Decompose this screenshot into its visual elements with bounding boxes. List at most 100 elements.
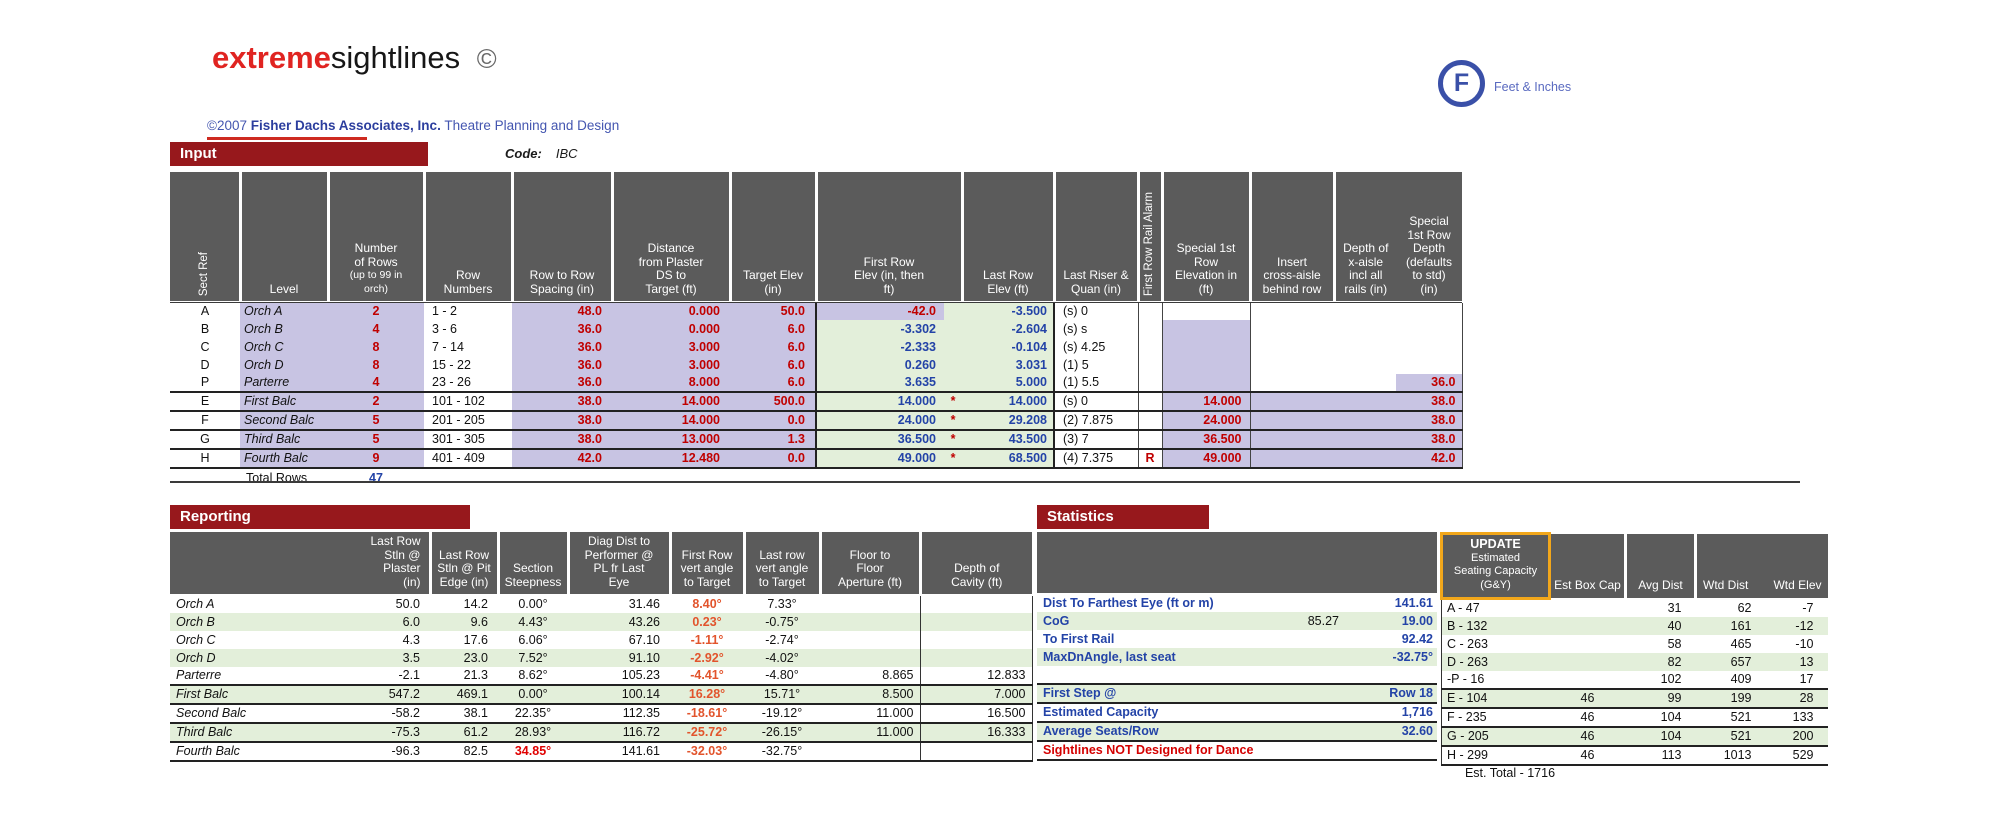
welev-cell[interactable]: -7 (1802, 600, 1814, 615)
spacing-cell[interactable]: 42.0 (512, 448, 612, 469)
sect-cell[interactable]: C (200, 339, 210, 354)
fa-cell[interactable]: 8.40° (692, 597, 722, 611)
fa-cell[interactable]: -1.11° (690, 632, 724, 647)
cavity-cell[interactable] (920, 631, 1033, 649)
rownum-cell[interactable]: 23 - 26 (432, 375, 471, 389)
fa-cell[interactable]: 0.23° (670, 613, 744, 631)
riser-cell[interactable]: (1) 5.5 (1063, 375, 1100, 389)
label-cell[interactable]: Dist To Farthest Eye (ft or m) (1043, 596, 1214, 610)
welev-cell[interactable]: 529 (1765, 745, 1828, 766)
target-cell[interactable]: 6.0 (730, 356, 816, 374)
welev-cell[interactable]: 17 (1799, 672, 1814, 686)
level-cell[interactable]: First Balc (170, 684, 360, 704)
label-cell[interactable]: First Step @ (1037, 683, 1277, 703)
cavity-cell[interactable] (920, 649, 1033, 667)
lastElev-cell[interactable]: 14.000 (962, 391, 1055, 411)
floor-cell[interactable]: 11.000 (820, 722, 921, 742)
val-cell[interactable]: 32.60 (1347, 721, 1437, 741)
floor-cell[interactable] (820, 595, 921, 613)
specDepth-cell[interactable]: 38.0 (1396, 429, 1463, 449)
plaster-cell[interactable]: 547.2 (360, 684, 430, 704)
plaster-cell[interactable]: -58.2 (360, 703, 430, 723)
label-cell[interactable]: Estimated Capacity (1037, 702, 1277, 722)
wtd-cell[interactable]: 161 (1695, 617, 1766, 635)
box-cell[interactable] (1550, 599, 1626, 618)
welev-cell[interactable]: -10 (1795, 636, 1814, 651)
level-cell[interactable]: Orch D (240, 356, 328, 374)
cavity-cell[interactable] (920, 613, 1033, 631)
la-cell[interactable]: 15.71° (744, 684, 820, 704)
avg-cell[interactable]: 99 (1625, 688, 1696, 708)
depthx-cell[interactable] (1334, 302, 1396, 320)
num-cell[interactable]: 2 (328, 302, 424, 320)
diag-cell[interactable]: 105.23 (621, 668, 660, 682)
riser-cell[interactable]: (s) s (1063, 321, 1088, 336)
specElev-cell[interactable]: 36.500 (1162, 429, 1251, 449)
level-cell[interactable]: Second Balc (240, 410, 328, 430)
floor-cell[interactable] (820, 649, 921, 667)
feet-inches-logo-icon[interactable]: F (1438, 60, 1485, 107)
depthx-cell[interactable] (1334, 410, 1396, 430)
avg-cell[interactable]: 58 (1667, 636, 1682, 651)
level-cell[interactable]: Orch A (176, 597, 215, 611)
mid-cell[interactable] (1277, 721, 1347, 741)
depthx-cell[interactable] (1334, 338, 1396, 356)
welev-cell[interactable]: 28 (1765, 688, 1828, 708)
la-cell[interactable]: -32.75° (744, 741, 820, 762)
alarm-cell[interactable] (1137, 374, 1163, 392)
val-cell[interactable]: 92.42 (1401, 631, 1433, 646)
box-cell[interactable] (1549, 617, 1626, 635)
wtd-cell[interactable]: 465 (1730, 636, 1752, 651)
riser-cell[interactable]: (3) 7 (1054, 429, 1138, 449)
pit-cell[interactable]: 61.2 (430, 722, 498, 742)
pit-cell[interactable]: 38.1 (430, 703, 498, 723)
lastElev-cell[interactable]: -2.604 (962, 320, 1055, 338)
la-cell[interactable]: -2.74° (765, 632, 799, 647)
wtd-cell[interactable]: 521 (1695, 726, 1766, 746)
mid-cell[interactable] (1277, 594, 1347, 612)
target-cell[interactable]: 6.0 (730, 374, 816, 392)
floor-cell[interactable] (820, 631, 921, 649)
num-cell[interactable]: 5 (328, 429, 424, 449)
depthx-cell[interactable] (1334, 448, 1396, 469)
wtd-cell[interactable]: 409 (1730, 672, 1752, 686)
diag-cell[interactable]: 141.61 (568, 741, 670, 762)
depthx-cell[interactable] (1334, 374, 1396, 392)
star-cell[interactable] (944, 338, 962, 356)
label-cell[interactable]: To First Rail (1043, 631, 1115, 646)
pit-cell[interactable]: 469.1 (430, 684, 498, 704)
alarm-cell[interactable] (1137, 356, 1163, 374)
insert-cell[interactable] (1250, 448, 1334, 469)
mid-cell[interactable] (1277, 666, 1347, 684)
spacing-cell[interactable]: 38.0 (512, 410, 612, 430)
diag-cell[interactable]: 67.10 (628, 632, 660, 647)
welev-cell[interactable]: 13 (1765, 653, 1828, 671)
cap-cell[interactable]: E - 104 (1441, 688, 1550, 708)
cap-cell[interactable]: -P - 16 (1441, 671, 1550, 689)
pit-cell[interactable]: 17.6 (463, 632, 488, 647)
firstElev-cell[interactable]: -3.302 (815, 320, 944, 338)
specElev-cell[interactable] (1162, 320, 1251, 338)
mid-cell[interactable] (1277, 630, 1347, 648)
plaster-cell[interactable]: 3.5 (360, 649, 430, 667)
mid-cell[interactable] (1277, 648, 1347, 666)
mid-cell[interactable] (1277, 702, 1347, 722)
sect-cell[interactable]: A (200, 304, 210, 318)
firstElev-cell[interactable]: 3.635 (815, 374, 944, 392)
cap-cell[interactable]: A - 47 (1441, 598, 1550, 617)
cavity-cell[interactable]: 12.833 (920, 667, 1033, 685)
specDepth-cell[interactable]: 42.0 (1396, 448, 1463, 469)
plaster-cell[interactable]: 6.0 (360, 613, 430, 631)
total-rows-value[interactable]: 47 (369, 471, 383, 485)
star-cell[interactable]: * (944, 410, 962, 430)
avg-cell[interactable]: 104 (1625, 707, 1696, 727)
star-cell[interactable] (944, 320, 962, 338)
cavity-cell[interactable]: 7.000 (920, 684, 1033, 704)
firstElev-cell[interactable]: 49.000 (815, 448, 944, 469)
val-cell[interactable]: Row 18 (1347, 683, 1437, 703)
fa-cell[interactable]: -18.61° (670, 703, 744, 723)
firstElev-cell[interactable]: 0.260 (815, 356, 944, 374)
star-cell[interactable] (944, 374, 962, 392)
box-cell[interactable]: 46 (1549, 745, 1626, 766)
riser-cell[interactable]: (s) 4.25 (1063, 339, 1106, 354)
